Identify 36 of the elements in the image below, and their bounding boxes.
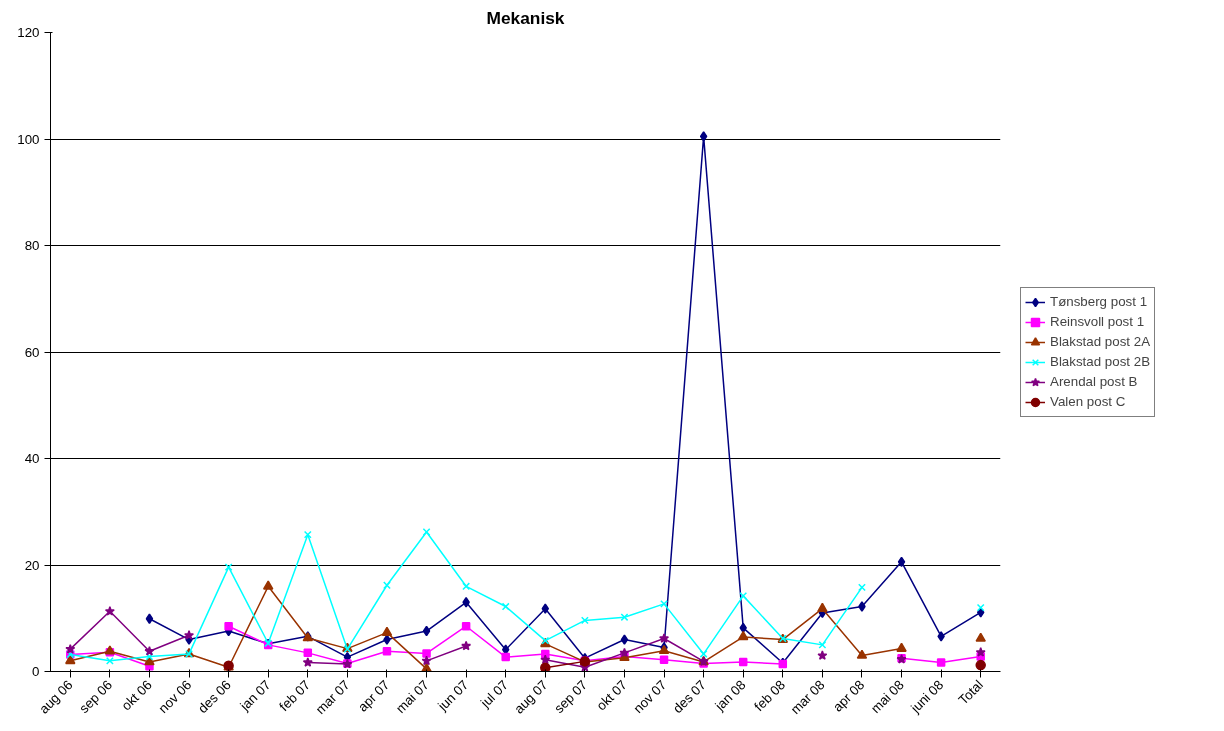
x-tick-label: aug 06 bbox=[36, 677, 76, 717]
x-tick-label: jul 07 bbox=[477, 677, 512, 712]
x-tick-label: mai 08 bbox=[867, 677, 907, 717]
x-tick-label: feb 08 bbox=[751, 677, 789, 715]
y-tick-label: 120 bbox=[17, 25, 40, 40]
y-tick-label: 80 bbox=[24, 238, 40, 253]
x-tick-label: nov 06 bbox=[155, 677, 195, 717]
legend-label: Blakstad post 2A bbox=[1050, 334, 1151, 349]
x-tick-label: jun 07 bbox=[434, 677, 472, 715]
x-tick-label: aug 07 bbox=[511, 677, 551, 717]
x-tick-label: sep 06 bbox=[76, 677, 116, 717]
x-tick-label: mar 08 bbox=[787, 677, 828, 718]
x-tick-label: des 06 bbox=[195, 677, 234, 717]
x-tick-label: sep 07 bbox=[551, 677, 591, 717]
x-tick-label: mar 07 bbox=[312, 677, 353, 718]
legend-label: Blakstad post 2B bbox=[1050, 354, 1151, 369]
legend-label: Reinsvoll post 1 bbox=[1050, 314, 1145, 329]
chart-title: Mekanisk bbox=[486, 7, 565, 28]
legend-label: Tønsberg post 1 bbox=[1050, 294, 1148, 309]
x-tick-label: jan 07 bbox=[236, 677, 274, 715]
y-tick-label: 20 bbox=[24, 557, 40, 573]
x-tick-label: apr 07 bbox=[354, 677, 393, 715]
y-tick-label: 60 bbox=[24, 344, 40, 360]
y-tick-label: 40 bbox=[24, 451, 40, 466]
x-tick-label: feb 07 bbox=[276, 677, 314, 715]
legend-label: Arendal post B bbox=[1050, 374, 1138, 389]
x-tick-label: okt 06 bbox=[118, 677, 155, 714]
x-tick-label: des 07 bbox=[670, 677, 709, 717]
y-tick-label: 0 bbox=[32, 664, 40, 679]
x-tick-label: okt 07 bbox=[593, 677, 630, 714]
x-tick-label: jan 08 bbox=[711, 677, 749, 715]
x-tick-label: mai 07 bbox=[392, 677, 432, 717]
y-tick-label: 100 bbox=[17, 131, 40, 147]
x-tick-label: nov 07 bbox=[630, 677, 670, 717]
x-tick-label: apr 08 bbox=[829, 677, 868, 715]
legend-label: Valen post C bbox=[1050, 394, 1126, 409]
